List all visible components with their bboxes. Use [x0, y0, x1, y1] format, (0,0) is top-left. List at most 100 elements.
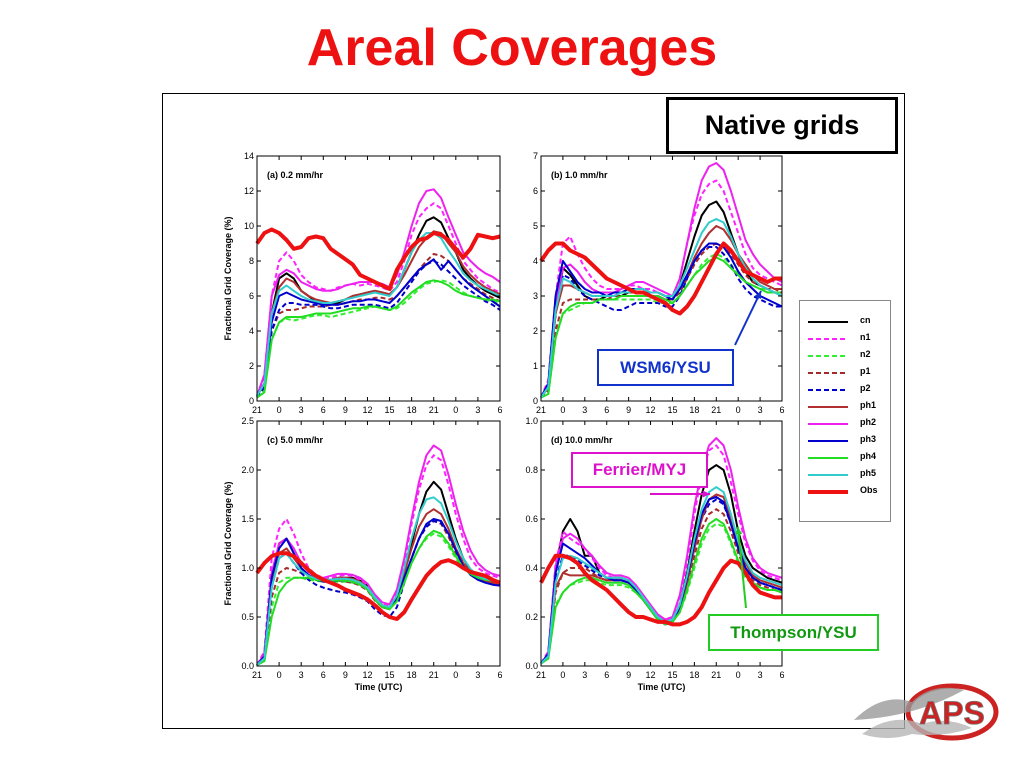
legend-item-n1: n1: [800, 331, 892, 348]
legend-label: n2: [860, 349, 871, 359]
legend-label: p2: [860, 383, 871, 393]
x-tick-label: 15: [667, 670, 677, 680]
legend-swatch: [808, 389, 848, 391]
y-tick-label: 2: [533, 326, 538, 336]
series-line-p1: [256, 520, 501, 666]
y-tick-label: 7: [533, 151, 538, 161]
legend-item-cn: cn: [800, 314, 892, 331]
x-tick-label: 3: [475, 405, 480, 415]
series-line-ph5: [256, 496, 501, 666]
x-tick-label: 0: [560, 405, 565, 415]
x-tick-label: 12: [362, 670, 372, 680]
x-tick-label: 21: [252, 405, 262, 415]
legend-item-ph3: ph3: [800, 433, 892, 450]
y-tick-label: 5: [533, 221, 538, 231]
x-tick-label: 3: [758, 670, 763, 680]
plot-area-frame: [256, 420, 501, 667]
x-tick-label: 15: [385, 405, 395, 415]
legend-label: ph1: [860, 400, 877, 410]
ferrier-myj-label: Ferrier/MYJ: [571, 452, 708, 488]
y-tick-label: 6: [249, 291, 254, 301]
y-axis-label: Fractional Grid Coverage (%): [223, 216, 233, 340]
x-tick-label: 6: [497, 670, 502, 680]
x-tick-label: 3: [582, 405, 587, 415]
y-tick-label: 4: [249, 326, 254, 336]
y-tick-label: 0.6: [525, 514, 538, 524]
series-line-ph2: [540, 162, 783, 398]
y-tick-label: 2.5: [241, 416, 254, 426]
legend-label: Obs: [860, 485, 878, 495]
y-tick-label: 0.0: [241, 661, 254, 671]
legend-item-ph1: ph1: [800, 399, 892, 416]
legend-swatch: [808, 423, 848, 425]
wsm6-ysu-label: WSM6/YSU: [597, 349, 734, 386]
x-tick-label: 9: [343, 670, 348, 680]
x-tick-label: 6: [321, 405, 326, 415]
y-tick-label: 1.0: [525, 416, 538, 426]
legend-swatch: [808, 406, 848, 408]
series-line-ph2: [540, 437, 783, 665]
x-tick-label: 21: [429, 670, 439, 680]
series-line-Obs: [539, 241, 782, 316]
x-tick-label: 21: [711, 670, 721, 680]
y-tick-label: 0.4: [525, 563, 538, 573]
x-tick-label: 0: [277, 405, 282, 415]
series-line-n2: [256, 279, 501, 399]
x-tick-label: 6: [604, 405, 609, 415]
series-line-ph5: [540, 218, 783, 399]
x-tick-label: 9: [626, 405, 631, 415]
y-tick-label: 3: [533, 291, 538, 301]
x-tick-label: 3: [758, 405, 763, 415]
y-tick-label: 4: [533, 256, 538, 266]
x-tick-label: 18: [407, 405, 417, 415]
y-tick-label: 0: [533, 396, 538, 406]
x-tick-label: 0: [277, 670, 282, 680]
wsm6-arrow-head: [754, 291, 762, 299]
series-line-ph4: [540, 256, 783, 399]
y-tick-label: 2.0: [241, 465, 254, 475]
x-tick-label: 12: [646, 405, 656, 415]
x-tick-label: 0: [560, 670, 565, 680]
series-line-Obs: [255, 227, 501, 291]
plot-area-frame: [256, 155, 501, 402]
series-line-ph2: [256, 444, 501, 666]
x-tick-label: 3: [582, 670, 587, 680]
x-tick-label: 15: [385, 670, 395, 680]
x-tick-label: 12: [362, 405, 372, 415]
caps-logo: APS: [854, 683, 999, 741]
x-tick-label: 9: [626, 670, 631, 680]
x-tick-label: 6: [779, 670, 784, 680]
x-tick-label: 21: [536, 405, 546, 415]
legend-item-ph4: ph4: [800, 450, 892, 467]
x-tick-label: 18: [407, 670, 417, 680]
series-line-p1: [256, 253, 501, 399]
y-axis-label: Fractional Grid Coverage (%): [223, 481, 233, 605]
legend-label: ph5: [860, 468, 877, 478]
legend-item-Obs: Obs: [800, 484, 892, 501]
legend-swatch: [808, 490, 848, 494]
y-tick-label: 1: [533, 361, 538, 371]
y-tick-label: 1.0: [241, 563, 254, 573]
legend-item-n2: n2: [800, 348, 892, 365]
legend-label: ph4: [860, 451, 877, 461]
y-tick-label: 8: [249, 256, 254, 266]
panel-title: (c) 5.0 mm/hr: [267, 435, 324, 445]
plot-area-frame: [540, 420, 783, 667]
legend-label: p1: [860, 366, 871, 376]
plot-area-frame: [540, 155, 783, 402]
x-tick-label: 3: [299, 670, 304, 680]
series-line-ph5: [540, 486, 783, 665]
thompson-arrow: [737, 526, 747, 609]
y-tick-label: 14: [244, 151, 254, 161]
panel-title: (d) 10.0 mm/hr: [551, 435, 613, 445]
thompson-ysu-label: Thompson/YSU: [708, 614, 879, 651]
series-line-Obs: [255, 551, 501, 621]
x-tick-label: 21: [252, 670, 262, 680]
legend-swatch: [808, 338, 848, 340]
legend-label: ph2: [860, 417, 877, 427]
series-line-ph4: [256, 279, 501, 399]
y-tick-label: 0: [249, 396, 254, 406]
x-tick-label: 12: [646, 670, 656, 680]
series-line-ph5: [256, 232, 501, 397]
